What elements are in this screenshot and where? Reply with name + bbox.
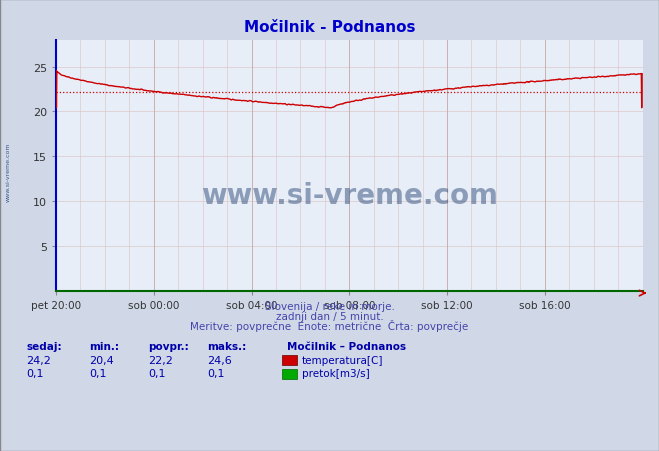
Text: povpr.:: povpr.: [148,341,189,351]
Text: min.:: min.: [89,341,119,351]
Text: Slovenija / reke in morje.: Slovenija / reke in morje. [264,301,395,311]
Text: 22,2: 22,2 [148,355,173,365]
Text: Močilnik – Podnanos: Močilnik – Podnanos [287,341,406,351]
Text: maks.:: maks.: [208,341,247,351]
Text: Močilnik - Podnanos: Močilnik - Podnanos [244,20,415,35]
Text: 24,2: 24,2 [26,355,51,365]
Text: 20,4: 20,4 [89,355,114,365]
Text: www.si-vreme.com: www.si-vreme.com [5,142,11,201]
Text: zadnji dan / 5 minut.: zadnji dan / 5 minut. [275,311,384,321]
Text: sedaj:: sedaj: [26,341,62,351]
Text: 0,1: 0,1 [26,368,44,378]
Text: 0,1: 0,1 [208,368,225,378]
Text: pretok[m3/s]: pretok[m3/s] [302,368,370,378]
Text: www.si-vreme.com: www.si-vreme.com [201,182,498,210]
Text: Meritve: povprečne  Enote: metrične  Črta: povprečje: Meritve: povprečne Enote: metrične Črta:… [190,319,469,331]
Text: temperatura[C]: temperatura[C] [302,355,384,365]
Text: 0,1: 0,1 [148,368,166,378]
Text: 0,1: 0,1 [89,368,107,378]
Text: 24,6: 24,6 [208,355,233,365]
